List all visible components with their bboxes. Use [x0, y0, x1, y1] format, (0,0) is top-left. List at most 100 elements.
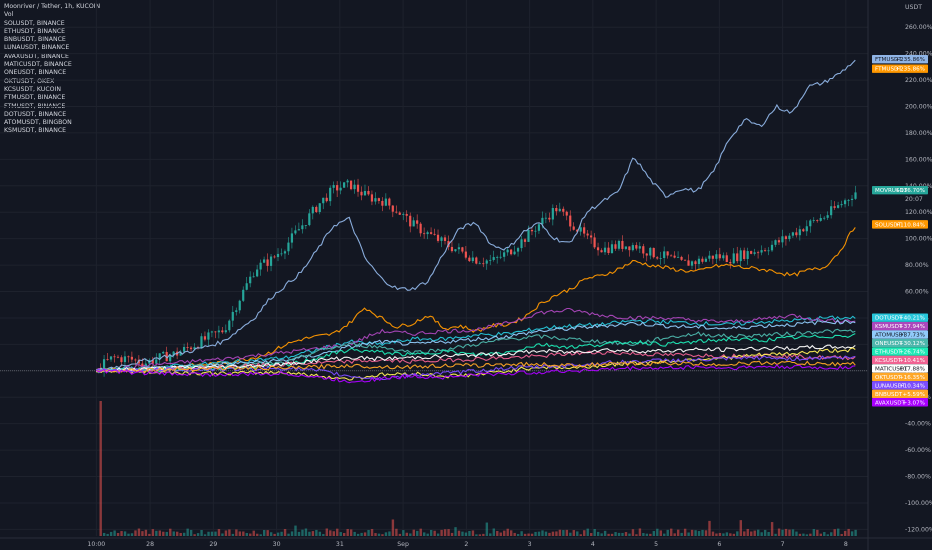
volume-bar [548, 532, 551, 536]
candle [193, 347, 196, 350]
candle [329, 187, 332, 202]
volume-bar [774, 533, 777, 536]
volume-bar [454, 527, 457, 536]
volume-bar [809, 533, 812, 536]
series-line-ftmusdt [96, 59, 856, 371]
candle [777, 240, 781, 243]
volume-bar [565, 529, 569, 536]
volume-bar [631, 529, 635, 536]
volume-bar [840, 533, 843, 536]
y-tick-label: -40.00% [905, 421, 931, 428]
candle [336, 185, 339, 191]
candle [562, 208, 565, 212]
value-tag-bg [872, 347, 928, 356]
candle [440, 237, 443, 241]
value-tag: ONEUSDT+30.12% [872, 338, 928, 348]
legend-item[interactable]: ONEUSDT, BINANCE [4, 69, 67, 77]
volume-bar [203, 534, 207, 536]
volume-bar [464, 532, 468, 536]
candle [224, 330, 227, 333]
volume-bar [725, 532, 729, 536]
candle [454, 249, 457, 252]
value-tag-name: DOTUSDT [875, 316, 903, 322]
candle [210, 331, 214, 333]
legend-item[interactable]: LUNAUSDT, BINANCE [4, 44, 70, 52]
legend-item[interactable]: ATOMUSDT, BINGBON [4, 119, 72, 127]
candle [273, 256, 276, 258]
legend-item[interactable]: FTMUSDT, BINANCE [4, 94, 66, 102]
legend-item[interactable]: SOLUSDT, BINANCE [4, 19, 65, 27]
candle [123, 356, 127, 363]
volume-bar [162, 531, 165, 536]
candle [426, 232, 429, 235]
y-tick-label: -80.00% [905, 474, 931, 481]
candle [725, 255, 728, 263]
volume-bar [155, 530, 158, 536]
volume-bar [120, 531, 123, 536]
candle [189, 347, 193, 350]
volume-bar [137, 528, 141, 536]
candle [718, 254, 721, 259]
volume-bar [718, 532, 722, 536]
legend-item[interactable]: KSMUSDT, BINANCE [4, 127, 67, 135]
time-axis[interactable]: 10:00 28 29 30 31 Sep 2 3 4 5 6 7 8 [87, 541, 847, 548]
legend-item[interactable]: DOTUSDT, BINANCE [4, 110, 67, 118]
comparison-lines [95, 59, 856, 384]
candle [833, 206, 836, 208]
volume-bar [266, 530, 269, 536]
series-line-atomusdt [96, 319, 856, 373]
candle [666, 251, 669, 256]
candle [221, 330, 224, 333]
volume-bar [496, 530, 499, 536]
candle [489, 259, 492, 261]
candle [297, 229, 300, 231]
volume-bar [607, 533, 610, 536]
volume-bar [269, 532, 273, 536]
candle [429, 232, 433, 234]
volume-bar [590, 533, 593, 536]
x-tick-label: 30 [273, 541, 281, 548]
legend-item[interactable]: BNBUSDT, BINANCE [4, 36, 66, 44]
volume-bar [301, 529, 304, 536]
volume-bar [450, 532, 454, 536]
legend-item[interactable]: MATICUSDT, BINANCE [4, 61, 72, 69]
legend-item[interactable]: KCSUSDT, KUCOIN [4, 85, 61, 93]
volume-bar [429, 529, 433, 536]
value-tag-name: KCSUSDT [875, 358, 902, 364]
candle [635, 245, 638, 249]
value-tag-name: BNBUSDT [875, 392, 903, 398]
volume-bar [708, 520, 711, 536]
candle [113, 356, 116, 358]
value-tag-value: +136.70% [895, 188, 925, 194]
volume-bar [148, 533, 151, 536]
value-tag-value: +37.94% [899, 324, 925, 330]
volume-bar [770, 522, 774, 536]
volume-bar [520, 531, 523, 536]
x-tick-label: 8 [844, 541, 848, 548]
y-tick-label: -100.00% [905, 500, 932, 507]
volume-bar [252, 530, 255, 536]
volume-bar [308, 531, 311, 536]
candle [711, 255, 714, 259]
volume-bar [245, 533, 248, 536]
series-line-avaxusdt [96, 364, 856, 384]
legend-item[interactable]: OKTUSDT, OKEX [4, 77, 55, 85]
price-axis[interactable]: USDT 260.00% 240.00% 220.00% 200.00% 180.00%… [905, 4, 932, 533]
legend-item[interactable]: AVAXUSDT, BINANCE [4, 52, 69, 60]
x-tick-label: 31 [336, 541, 344, 548]
candle [134, 359, 137, 361]
candle [830, 206, 833, 216]
value-tag-value: +17.88% [899, 366, 925, 372]
candle [311, 206, 314, 214]
volume-bar [854, 529, 857, 536]
candle [506, 249, 509, 253]
candle [461, 247, 464, 252]
volume-bar [777, 528, 781, 536]
volume-bar [610, 533, 614, 536]
legend-item[interactable]: ETHUSDT, BINANCE [4, 27, 66, 35]
candle [130, 356, 133, 360]
volume-bar [416, 530, 419, 536]
candle [360, 191, 363, 196]
volume-bar [489, 533, 492, 536]
